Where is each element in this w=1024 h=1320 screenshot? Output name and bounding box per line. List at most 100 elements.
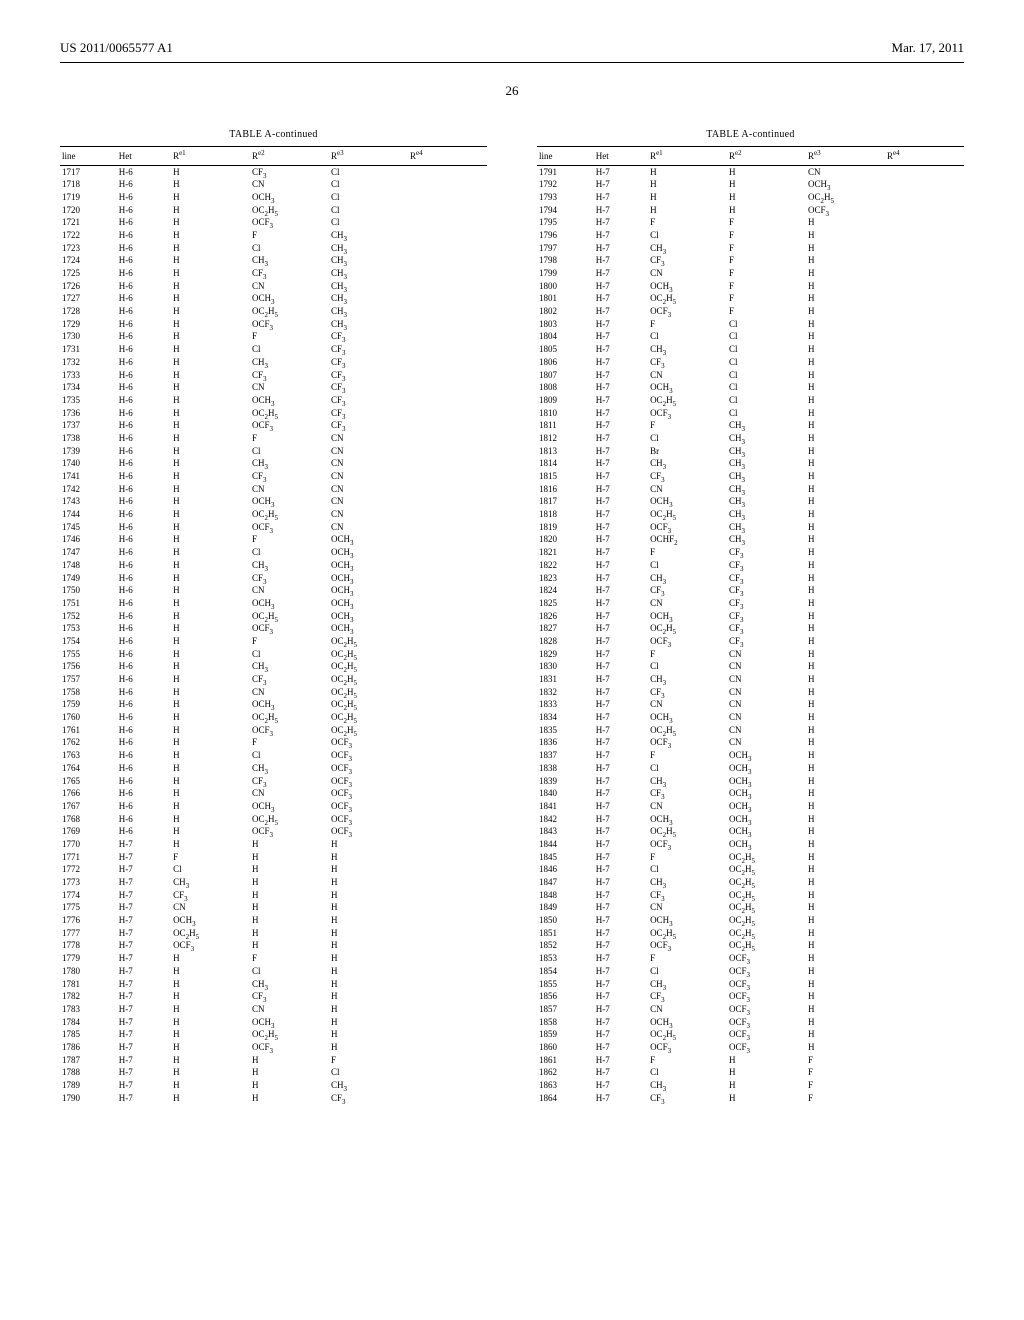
- table-cell: CN: [727, 674, 806, 687]
- table-cell: CF3: [727, 572, 806, 585]
- table-cell: CN: [329, 471, 408, 484]
- table-cell: H: [806, 826, 885, 839]
- table-cell: OCF3: [727, 978, 806, 991]
- table-row: 1747H-6HClOCH3: [60, 547, 487, 560]
- table-cell: H-7: [594, 356, 648, 369]
- table-cell: H: [727, 179, 806, 192]
- table-cell: H-7: [594, 648, 648, 661]
- table-cell: OC2H5: [250, 610, 329, 623]
- table-cell: 1843: [537, 826, 594, 839]
- table-cell: H-7: [594, 915, 648, 928]
- table-cell: F: [648, 217, 727, 230]
- table-row: 1717H-6HCF3Cl: [60, 166, 487, 179]
- table-row: 1737H-6HOCF3CF3: [60, 420, 487, 433]
- table-cell: [885, 280, 964, 293]
- table-cell: H-7: [594, 585, 648, 598]
- table-cell: 1766: [60, 788, 117, 801]
- table-cell: H-7: [117, 877, 171, 890]
- table-cell: H: [806, 572, 885, 585]
- table-cell: 1762: [60, 737, 117, 750]
- table-row: 1841H-7CNOCH3H: [537, 800, 964, 813]
- table-cell: 1739: [60, 445, 117, 458]
- table-cell: H: [806, 496, 885, 509]
- table-cell: OCF3: [250, 724, 329, 737]
- table-cell: CH3: [329, 255, 408, 268]
- table-cell: OC2H5: [727, 902, 806, 915]
- table-cell: OCF3: [329, 737, 408, 750]
- table-cell: [885, 166, 964, 179]
- table-cell: CH3: [329, 268, 408, 281]
- table-cell: 1787: [60, 1054, 117, 1067]
- table-cell: H-6: [117, 268, 171, 281]
- table-cell: H-7: [594, 179, 648, 192]
- table-cell: H: [806, 559, 885, 572]
- table-cell: H-6: [117, 712, 171, 725]
- table-cell: 1751: [60, 597, 117, 610]
- table-cell: H: [250, 1054, 329, 1067]
- table-cell: H-6: [117, 458, 171, 471]
- table-cell: 1741: [60, 471, 117, 484]
- table-cell: CF3: [250, 674, 329, 687]
- table-row: 1860H-7OCF3OCF3H: [537, 1041, 964, 1054]
- table-cell: H-6: [117, 331, 171, 344]
- table-cell: H: [806, 775, 885, 788]
- table-cell: H: [329, 889, 408, 902]
- table-title-left: TABLE A-continued: [60, 129, 487, 140]
- table-cell: H: [171, 750, 250, 763]
- table-row: 1856H-7CF3OCF3H: [537, 991, 964, 1004]
- table-cell: 1785: [60, 1029, 117, 1042]
- table-cell: H-6: [117, 509, 171, 522]
- table-cell: H: [806, 255, 885, 268]
- table-cell: [885, 1054, 964, 1067]
- table-cell: H-6: [117, 407, 171, 420]
- table-cell: OC2H5: [329, 724, 408, 737]
- table-cell: F: [648, 318, 727, 331]
- table-cell: [408, 191, 487, 204]
- table-cell: [885, 204, 964, 217]
- table-cell: Cl: [329, 166, 408, 179]
- table-row: 1800H-7OCH3FH: [537, 280, 964, 293]
- table-cell: H: [806, 623, 885, 636]
- table-cell: 1788: [60, 1067, 117, 1080]
- table-row: 1772H-7ClHH: [60, 864, 487, 877]
- table-cell: CH3: [648, 458, 727, 471]
- table-row: 1828H-7OCF3CF3H: [537, 635, 964, 648]
- table-cell: 1812: [537, 432, 594, 445]
- table-cell: CH3: [727, 471, 806, 484]
- table-cell: OC2H5: [648, 1029, 727, 1042]
- table-row: 1755H-6HClOC2H5: [60, 648, 487, 661]
- table-cell: H: [806, 432, 885, 445]
- table-row: 1751H-6HOCH3OCH3: [60, 597, 487, 610]
- table-cell: H: [806, 940, 885, 953]
- table-cell: 1782: [60, 991, 117, 1004]
- table-cell: H-7: [594, 1067, 648, 1080]
- table-cell: 1763: [60, 750, 117, 763]
- table-cell: H: [806, 445, 885, 458]
- table-cell: H-6: [117, 547, 171, 560]
- table-cell: H: [806, 674, 885, 687]
- table-cell: OCH3: [329, 585, 408, 598]
- table-cell: [408, 521, 487, 534]
- table-cell: [408, 661, 487, 674]
- table-cell: H: [727, 1067, 806, 1080]
- table-cell: 1750: [60, 585, 117, 598]
- table-row: 1724H-6HCH3CH3: [60, 255, 487, 268]
- table-cell: OCF3: [648, 407, 727, 420]
- table-cell: [885, 737, 964, 750]
- table-cell: OC2H5: [727, 889, 806, 902]
- table-cell: CF3: [329, 369, 408, 382]
- table-cell: H: [171, 356, 250, 369]
- table-cell: H: [806, 661, 885, 674]
- table-row: 1787H-7HHF: [60, 1054, 487, 1067]
- table-cell: OCF3: [727, 1003, 806, 1016]
- table-cell: [408, 445, 487, 458]
- table-cell: H: [806, 280, 885, 293]
- table-cell: 1767: [60, 800, 117, 813]
- table-cell: 1756: [60, 661, 117, 674]
- table-cell: 1839: [537, 775, 594, 788]
- table-cell: H-6: [117, 242, 171, 255]
- table-cell: [885, 940, 964, 953]
- table-row: 1864H-7CF3HF: [537, 1092, 964, 1105]
- table-cell: H: [250, 889, 329, 902]
- table-cell: OCF3: [648, 306, 727, 319]
